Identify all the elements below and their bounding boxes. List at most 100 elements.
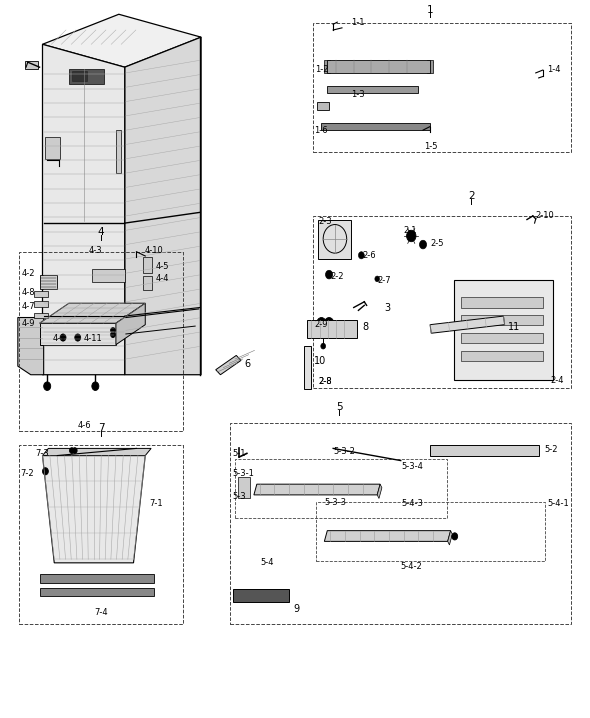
Text: 11: 11 (508, 322, 520, 332)
Bar (317, 101, 329, 110)
Bar (143, 276, 152, 290)
Text: 1-4: 1-4 (548, 65, 561, 74)
Circle shape (407, 230, 416, 242)
Text: 5: 5 (336, 402, 342, 412)
Text: 2-2: 2-2 (330, 272, 344, 281)
Circle shape (44, 382, 51, 391)
Bar (316, 502, 545, 561)
Bar (69, 70, 104, 83)
Text: 5-4-3: 5-4-3 (402, 499, 424, 508)
Bar (313, 216, 571, 388)
Polygon shape (254, 484, 380, 495)
Text: 2-10: 2-10 (536, 212, 555, 220)
Text: 2-5: 2-5 (430, 238, 444, 248)
Text: 4-6: 4-6 (78, 421, 91, 430)
Text: 2-8: 2-8 (319, 378, 332, 386)
Text: 4-9: 4-9 (22, 319, 35, 327)
Text: 2-6: 2-6 (362, 251, 376, 260)
Bar (34, 291, 48, 297)
Bar (322, 123, 430, 130)
Text: 1-6: 1-6 (314, 126, 328, 135)
Circle shape (324, 317, 334, 329)
Text: 4-7: 4-7 (22, 302, 35, 312)
Text: 8: 8 (362, 322, 369, 332)
Polygon shape (377, 484, 382, 498)
Polygon shape (42, 45, 124, 375)
Polygon shape (42, 14, 201, 67)
Text: 2-8: 2-8 (319, 378, 332, 386)
Circle shape (110, 332, 115, 337)
Bar (72, 72, 87, 82)
Text: 7-3: 7-3 (35, 449, 49, 458)
Bar (327, 85, 418, 93)
Bar (45, 137, 60, 159)
Polygon shape (324, 531, 451, 541)
Text: 7: 7 (98, 424, 104, 434)
Text: 5-4: 5-4 (260, 559, 274, 567)
Polygon shape (42, 449, 151, 455)
Text: 4-5: 4-5 (155, 261, 169, 271)
Bar (235, 459, 447, 518)
Bar (430, 445, 539, 455)
Text: 5-3-1: 5-3-1 (232, 469, 254, 478)
Bar (454, 280, 553, 381)
Polygon shape (324, 62, 433, 70)
Bar (304, 346, 311, 389)
Circle shape (70, 448, 74, 453)
Text: 1-2: 1-2 (316, 65, 329, 74)
Polygon shape (448, 531, 453, 545)
Text: 5-3-2: 5-3-2 (333, 447, 355, 457)
Circle shape (326, 270, 333, 279)
Circle shape (110, 327, 115, 333)
Text: 7-2: 7-2 (21, 469, 34, 478)
Bar (40, 274, 57, 289)
Circle shape (42, 467, 48, 475)
Polygon shape (216, 355, 241, 375)
Circle shape (60, 334, 66, 341)
Bar (19, 252, 183, 431)
Text: 4-10: 4-10 (145, 246, 163, 255)
Text: 5-3: 5-3 (232, 492, 246, 501)
Bar (93, 269, 124, 281)
Text: 1: 1 (427, 5, 434, 15)
Circle shape (321, 343, 326, 349)
Polygon shape (124, 37, 201, 375)
Text: 4-4: 4-4 (155, 274, 169, 284)
Text: 6: 6 (244, 359, 250, 369)
Circle shape (92, 382, 99, 391)
Text: 5-1: 5-1 (232, 449, 245, 458)
Text: 5-3-3: 5-3-3 (324, 498, 346, 506)
Polygon shape (40, 303, 145, 323)
Bar (461, 333, 543, 343)
Polygon shape (40, 323, 116, 345)
Text: 7-4: 7-4 (94, 608, 108, 617)
Text: 2: 2 (468, 191, 474, 201)
Text: 2-3: 2-3 (319, 217, 332, 226)
Text: 1-3: 1-3 (351, 90, 365, 99)
Text: 7-1: 7-1 (149, 499, 163, 508)
Bar (25, 61, 38, 70)
Circle shape (452, 533, 458, 540)
Bar (319, 220, 351, 259)
Circle shape (73, 448, 77, 453)
Polygon shape (116, 303, 145, 345)
Polygon shape (430, 316, 504, 333)
Text: 5-2: 5-2 (545, 445, 558, 454)
Text: 5-4-2: 5-4-2 (401, 562, 422, 571)
Text: 5-3-4: 5-3-4 (402, 462, 424, 471)
Bar (427, 60, 433, 73)
Bar (231, 424, 571, 624)
Text: 4-1: 4-1 (53, 335, 66, 343)
Text: 4-8: 4-8 (22, 288, 35, 297)
Bar (34, 301, 48, 307)
Polygon shape (42, 455, 145, 563)
Text: 4-3: 4-3 (88, 246, 102, 255)
Circle shape (375, 276, 379, 281)
Bar (238, 477, 250, 498)
Text: 2-7: 2-7 (377, 276, 391, 285)
Text: 2-1: 2-1 (404, 225, 417, 235)
Circle shape (317, 317, 326, 329)
Text: 2-4: 2-4 (550, 376, 564, 385)
Bar (327, 60, 430, 73)
Circle shape (75, 334, 81, 341)
